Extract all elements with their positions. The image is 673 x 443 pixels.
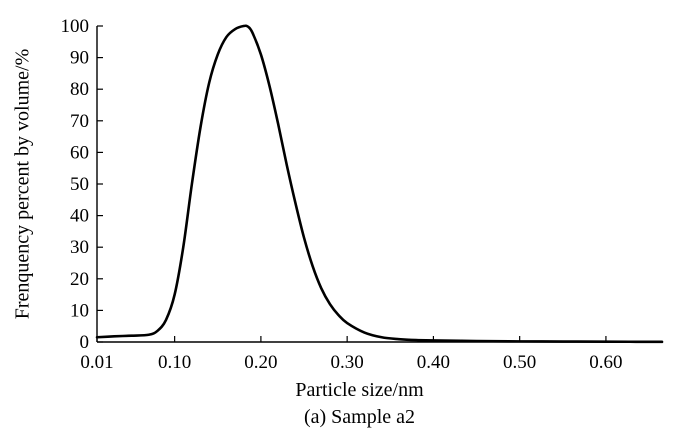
y-tick-label: 70	[70, 111, 89, 132]
x-tick-label: 0.40	[417, 352, 450, 373]
y-tick-label: 30	[70, 237, 89, 258]
y-axis-title: Frenquency percent by volume/%	[12, 49, 34, 319]
x-tick-label: 0.60	[589, 352, 622, 373]
y-tick-label: 10	[70, 300, 89, 321]
y-axis-ticks: 0 10 20 30 40 50 60 70 80 90 100	[61, 16, 103, 353]
y-tick-label: 0	[80, 332, 90, 353]
x-tick-label: 0.50	[503, 352, 536, 373]
x-tick-label: 0.30	[331, 352, 364, 373]
y-tick-label: 50	[70, 174, 89, 195]
x-axis-ticks: 0.01 0.10 0.20 0.30 0.40 0.50 0.60	[80, 336, 623, 373]
y-tick-label: 60	[70, 142, 89, 163]
x-axis-title: Particle size/nm	[295, 379, 424, 401]
x-tick-label: 0.20	[244, 352, 277, 373]
frequency-curve	[95, 24, 664, 344]
x-tick-label: 0.01	[80, 352, 113, 373]
y-tick-label: 80	[70, 79, 89, 100]
y-tick-label: 40	[70, 206, 89, 227]
x-tick-label: 0.10	[158, 352, 191, 373]
figure-caption: (a) Sample a2	[304, 406, 415, 428]
y-tick-label: 20	[70, 269, 89, 290]
y-tick-label: 90	[70, 48, 89, 69]
y-tick-label: 100	[61, 16, 90, 37]
